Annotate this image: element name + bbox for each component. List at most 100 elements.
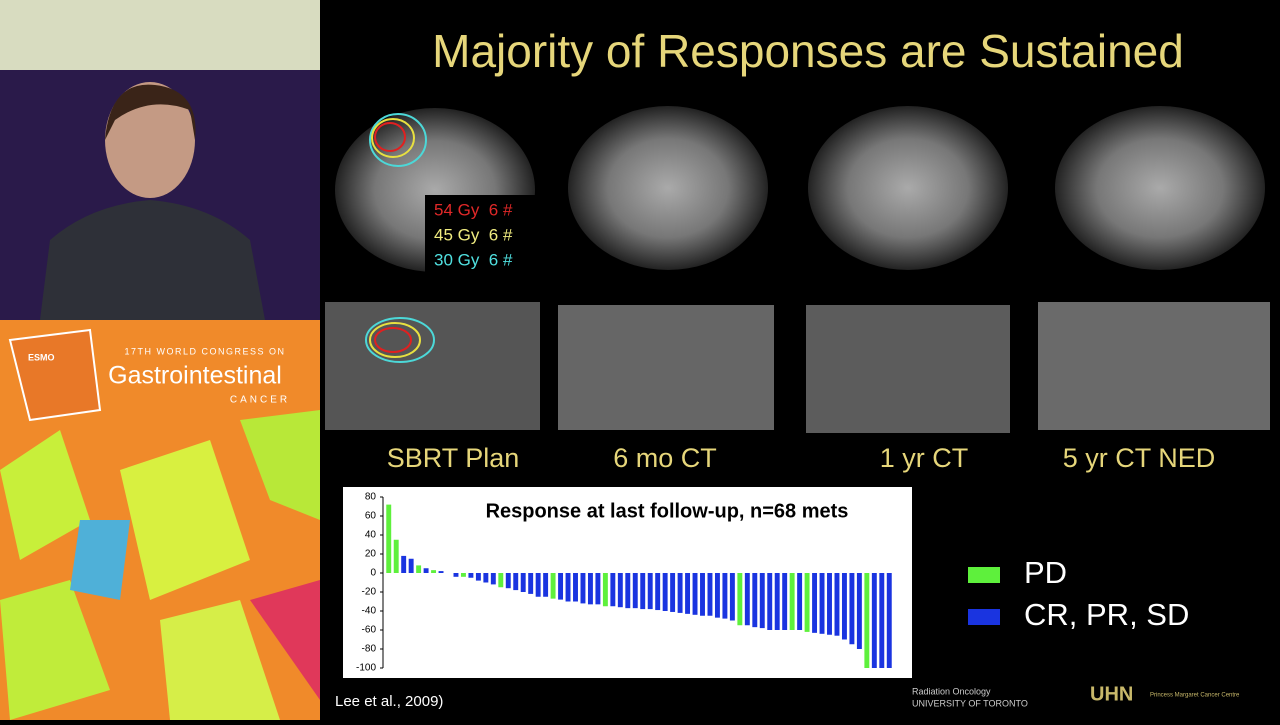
y-tick-label: 80 bbox=[365, 492, 377, 503]
bar bbox=[602, 573, 608, 607]
bar bbox=[617, 573, 623, 608]
bar bbox=[834, 573, 840, 636]
ct-image bbox=[808, 106, 1008, 270]
bar bbox=[587, 573, 593, 605]
bar bbox=[386, 504, 392, 573]
dose-contour bbox=[374, 122, 406, 152]
ct-image bbox=[1055, 106, 1265, 270]
banner-shape bbox=[70, 520, 130, 600]
bar bbox=[393, 539, 399, 573]
bar bbox=[580, 573, 586, 604]
logo-text: Radiation Oncology bbox=[912, 686, 991, 696]
bar bbox=[685, 573, 691, 614]
bar bbox=[856, 573, 862, 649]
bar bbox=[767, 573, 773, 630]
bar bbox=[535, 573, 541, 597]
banner-leaf bbox=[8, 328, 102, 422]
y-tick-label: -100 bbox=[356, 663, 376, 674]
stage-light bbox=[0, 0, 320, 70]
dose-legend: 30 Gy 6 # bbox=[434, 250, 513, 269]
dose-contour bbox=[374, 327, 412, 353]
ct-image bbox=[806, 305, 1010, 433]
ct-image bbox=[1038, 302, 1270, 430]
banner-shape bbox=[0, 580, 110, 720]
bar bbox=[408, 558, 414, 573]
dose-contour bbox=[369, 113, 427, 167]
bar bbox=[744, 573, 750, 626]
bar bbox=[483, 573, 489, 583]
y-tick-label: 0 bbox=[370, 568, 376, 579]
bar bbox=[722, 573, 728, 619]
bar bbox=[729, 573, 735, 621]
y-tick-label: -40 bbox=[362, 606, 377, 617]
bar bbox=[438, 571, 444, 573]
banner-shape bbox=[160, 600, 280, 720]
bar bbox=[573, 573, 578, 602]
dose-contour bbox=[371, 118, 415, 158]
bar bbox=[640, 573, 646, 610]
dose-legend: 45 Gy 6 # bbox=[434, 225, 513, 244]
image-label: 5 yr CT NED bbox=[1063, 443, 1216, 473]
bar bbox=[513, 573, 519, 591]
chart-title: Response at last follow-up, n=68 mets bbox=[486, 500, 849, 522]
bar bbox=[692, 573, 698, 615]
logo-text: UNIVERSITY OF TORONTO bbox=[912, 698, 1028, 708]
banner-shape bbox=[250, 580, 320, 700]
bar bbox=[812, 573, 818, 633]
bar bbox=[431, 570, 437, 573]
bar bbox=[550, 573, 556, 599]
bar bbox=[827, 573, 832, 635]
bar bbox=[759, 573, 765, 629]
legend-swatch bbox=[968, 567, 1000, 583]
bar bbox=[475, 573, 481, 581]
bar bbox=[782, 573, 788, 630]
bar bbox=[565, 573, 571, 602]
bar bbox=[677, 573, 683, 613]
bar bbox=[670, 573, 676, 612]
y-tick-label: 60 bbox=[365, 511, 377, 522]
image-label: 1 yr CT bbox=[880, 443, 969, 473]
bar bbox=[804, 573, 810, 632]
banner-shape bbox=[240, 410, 320, 520]
dose-contour bbox=[369, 322, 421, 358]
bar bbox=[423, 568, 429, 573]
ct-image bbox=[325, 302, 540, 430]
image-label: SBRT Plan bbox=[387, 443, 520, 473]
logo-text: UHN bbox=[1090, 683, 1133, 705]
bar bbox=[416, 565, 422, 573]
bar bbox=[700, 573, 705, 616]
bar bbox=[886, 573, 892, 668]
ct-images bbox=[325, 106, 1270, 433]
y-tick-label: 40 bbox=[365, 530, 377, 541]
bar bbox=[707, 573, 713, 616]
banner-subtitle: CANCER bbox=[230, 395, 290, 406]
dose-legend: 54 Gy 6 # bbox=[434, 200, 513, 219]
bar bbox=[849, 573, 855, 645]
legend-swatch bbox=[968, 609, 1000, 625]
bar bbox=[819, 573, 825, 634]
bar bbox=[625, 573, 631, 609]
bar bbox=[871, 573, 877, 668]
bar bbox=[401, 555, 407, 573]
bar bbox=[528, 573, 534, 594]
bar bbox=[632, 573, 638, 609]
y-tick-label: -80 bbox=[362, 644, 377, 655]
legend-label: CR, PR, SD bbox=[1024, 597, 1189, 632]
bar bbox=[737, 573, 743, 626]
bar bbox=[714, 573, 720, 618]
bar bbox=[490, 573, 496, 585]
logo-text: Princess Margaret Cancer Centre bbox=[1150, 693, 1240, 699]
bar bbox=[662, 573, 668, 611]
dose-contour bbox=[365, 317, 435, 363]
citation: Lee et al., 2009) bbox=[335, 693, 443, 710]
bar bbox=[789, 573, 795, 630]
speaker-body bbox=[40, 200, 265, 320]
y-tick-label: -60 bbox=[362, 625, 377, 636]
y-tick-label: 20 bbox=[365, 549, 377, 560]
bar bbox=[505, 573, 511, 589]
banner-shape bbox=[120, 440, 250, 600]
image-label: 6 mo CT bbox=[613, 443, 717, 473]
bar bbox=[558, 573, 564, 600]
